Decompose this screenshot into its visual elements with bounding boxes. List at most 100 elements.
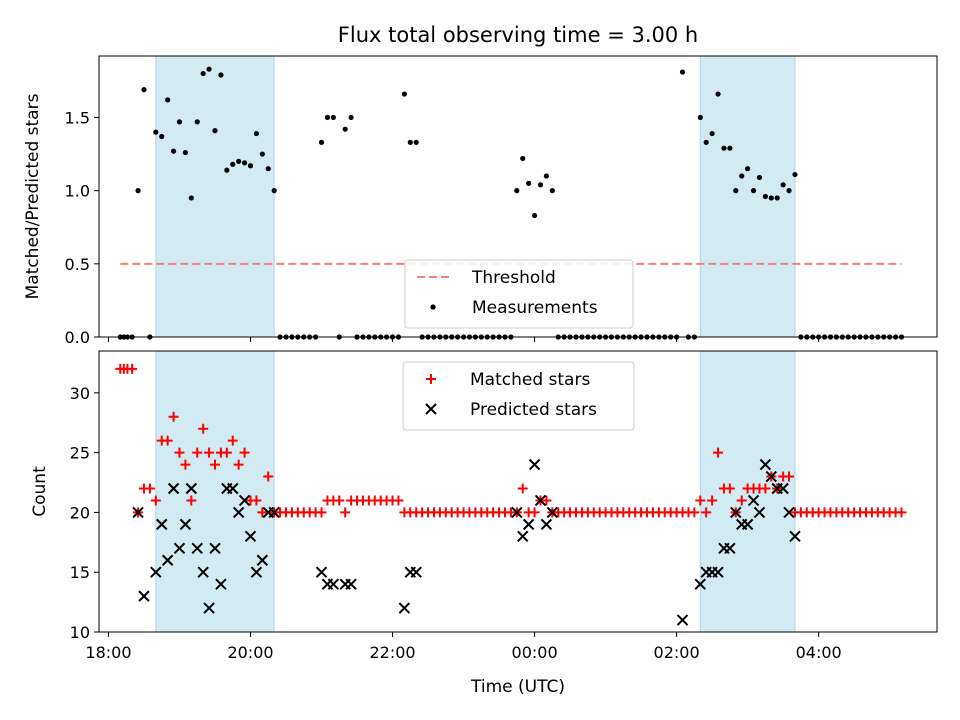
- data-point: [694, 578, 706, 590]
- data-point: [712, 566, 724, 578]
- data-point: [194, 119, 200, 125]
- data-point: [192, 447, 203, 458]
- data-point: [745, 166, 751, 172]
- data-point: [156, 518, 168, 531]
- data-point: [756, 174, 763, 181]
- data-point: [715, 91, 721, 97]
- data-point: [236, 158, 242, 164]
- data-point: [703, 139, 709, 145]
- data-point: [191, 542, 203, 555]
- data-point: [161, 554, 174, 566]
- data-point: [168, 411, 179, 422]
- data-point: [398, 602, 411, 614]
- data-point: [540, 518, 553, 531]
- data-point: [162, 435, 173, 446]
- data-point: [511, 506, 523, 519]
- data-point: [227, 435, 238, 446]
- data-point: [789, 530, 801, 543]
- data-point: [522, 518, 535, 531]
- data-point: [198, 423, 209, 434]
- data-point: [780, 182, 786, 188]
- data-point: [268, 506, 280, 519]
- data-point: [753, 506, 766, 519]
- data-point: [541, 495, 552, 506]
- legend: Threshold Measurements: [404, 259, 634, 329]
- data-point: [244, 530, 257, 543]
- data-point: [340, 507, 351, 518]
- x-tick-label: 18:00: [85, 643, 131, 662]
- data-point: [762, 193, 768, 200]
- data-point: [250, 566, 263, 578]
- data-point: [138, 590, 150, 602]
- data-point: [739, 173, 745, 179]
- data-point: [209, 459, 220, 470]
- data-point: [263, 471, 274, 482]
- data-point: [247, 163, 254, 169]
- legend: Matched stars Predicted stars: [402, 361, 635, 431]
- data-point: [141, 87, 147, 93]
- x-tick-label: 20:00: [227, 643, 273, 662]
- x-axis-label: Time (UTC): [470, 677, 565, 697]
- data-point: [159, 133, 165, 140]
- data-point: [549, 188, 555, 194]
- data-point: [750, 188, 757, 194]
- axes-frame: [98, 350, 938, 633]
- data-point: [531, 212, 538, 219]
- top-panel: 0.0 0.5 1.0 1.5 Matched/Predicted stars Thres…: [23, 55, 938, 347]
- data-point: [327, 578, 340, 590]
- shaded-interval: [155, 350, 275, 633]
- legend-label: Threshold: [471, 268, 556, 288]
- data-point: [230, 161, 236, 167]
- data-point: [188, 195, 194, 201]
- legend-label: Measurements: [472, 298, 598, 318]
- y-tick-label: 0.0: [65, 328, 90, 347]
- data-point: [759, 458, 772, 471]
- data-point: [713, 447, 724, 458]
- data-point: [204, 447, 215, 458]
- data-point: [348, 114, 354, 121]
- data-point: [233, 459, 244, 470]
- data-point: [543, 173, 550, 179]
- data-point: [209, 542, 221, 555]
- data-point: [413, 139, 419, 145]
- data-point: [318, 139, 325, 145]
- data-point: [241, 160, 248, 166]
- data-point: [786, 188, 792, 194]
- data-point: [528, 458, 541, 471]
- data-point: [529, 507, 540, 518]
- legend-key: [430, 304, 436, 310]
- data-point: [173, 542, 186, 555]
- data-point: [180, 459, 191, 470]
- data-point: [721, 145, 727, 151]
- data-point: [342, 126, 348, 132]
- data-point: [185, 482, 198, 495]
- data-point: [765, 470, 778, 483]
- data-point: [224, 167, 230, 173]
- data-point: [176, 119, 183, 125]
- legend-key: [426, 374, 436, 384]
- data-point: [768, 195, 774, 201]
- data-point: [203, 602, 215, 614]
- data-point: [144, 483, 155, 494]
- data-point: [741, 518, 754, 531]
- y-axis-label: Count: [30, 466, 50, 517]
- y-tick-label: 1.0: [65, 182, 90, 201]
- data-point: [212, 128, 218, 134]
- predicted-stars-series: [132, 458, 801, 626]
- data-point: [218, 72, 224, 78]
- legend-label: Predicted stars: [470, 400, 597, 420]
- data-point: [153, 129, 159, 135]
- data-point: [697, 114, 703, 121]
- legend-label: Matched stars: [470, 370, 590, 390]
- data-point: [324, 114, 331, 121]
- data-point: [170, 148, 177, 154]
- data-point: [537, 182, 544, 188]
- data-point: [227, 482, 239, 495]
- y-axis-label: Matched/Predicted stars: [23, 93, 43, 299]
- x-tick-label: 04:00: [796, 643, 842, 662]
- y-tick-label: 0.5: [65, 255, 90, 274]
- bottom-panel: 10 15 20 25 30 18:00 20:00 22:00 00:00 02:00 04:00…: [30, 350, 938, 662]
- data-point: [174, 447, 185, 458]
- data-point: [517, 483, 528, 494]
